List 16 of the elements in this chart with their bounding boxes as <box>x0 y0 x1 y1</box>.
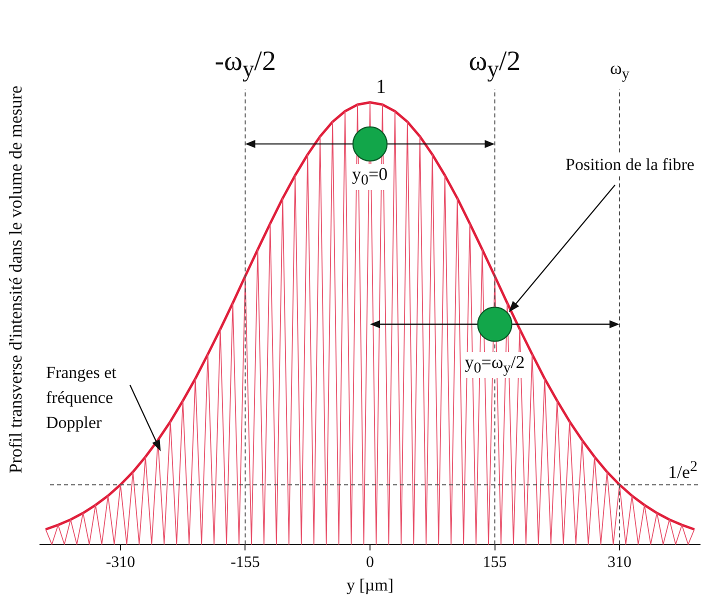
ref-line-label: ω$_{y}$ <box>610 58 630 84</box>
ref-line-label: 1/e$^{2}$ <box>668 458 698 483</box>
annotation: Position de la fibre <box>566 155 694 175</box>
annotation: Franges et fréquence Doppler <box>46 362 118 434</box>
x-tick-label: 0 <box>366 554 374 572</box>
y-axis-title: Profil transverse d'intensité dans le volume de mesure <box>5 85 26 474</box>
annotation: y$_{0}$=ω$_{y}$/2 <box>464 352 525 378</box>
x-tick-label: 310 <box>608 554 632 572</box>
text: 1 <box>376 76 386 100</box>
annotation: y$_{0}$=0 <box>352 164 388 190</box>
ref-line-label: ω$_{y}$/2 <box>468 46 521 84</box>
x-tick-label: -310 <box>106 554 136 572</box>
x-axis-title: y [µm] <box>346 575 394 594</box>
x-tick-label: -155 <box>230 554 260 572</box>
x-tick-label: 155 <box>482 554 507 572</box>
ref-line-label: -ω$_{y}$/2 <box>214 46 276 84</box>
